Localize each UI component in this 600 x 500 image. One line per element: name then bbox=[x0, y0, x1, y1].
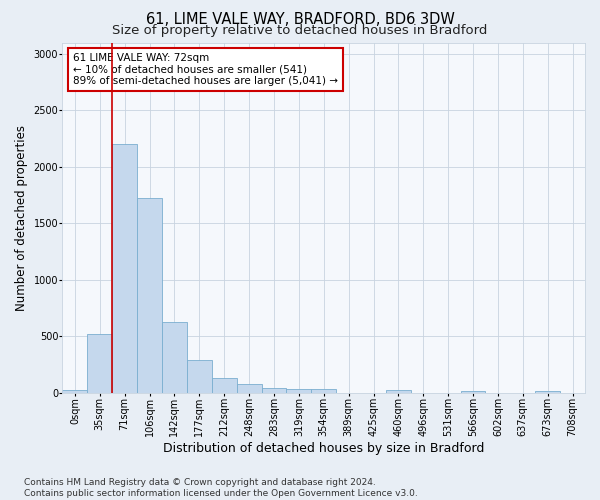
Text: Contains HM Land Registry data © Crown copyright and database right 2024.
Contai: Contains HM Land Registry data © Crown c… bbox=[24, 478, 418, 498]
Text: 61 LIME VALE WAY: 72sqm
← 10% of detached houses are smaller (541)
89% of semi-d: 61 LIME VALE WAY: 72sqm ← 10% of detache… bbox=[73, 53, 338, 86]
Bar bbox=[112, 144, 137, 393]
Bar bbox=[236, 384, 262, 393]
Y-axis label: Number of detached properties: Number of detached properties bbox=[15, 124, 28, 310]
Bar bbox=[62, 390, 88, 393]
Bar bbox=[286, 389, 311, 393]
Bar bbox=[461, 390, 485, 393]
Bar bbox=[187, 360, 212, 393]
Bar bbox=[386, 390, 411, 393]
Bar bbox=[535, 390, 560, 393]
Bar bbox=[137, 198, 162, 393]
Text: 61, LIME VALE WAY, BRADFORD, BD6 3DW: 61, LIME VALE WAY, BRADFORD, BD6 3DW bbox=[146, 12, 454, 28]
Bar bbox=[88, 334, 112, 393]
Bar bbox=[311, 389, 336, 393]
Bar bbox=[162, 322, 187, 393]
Bar bbox=[262, 388, 286, 393]
Bar bbox=[212, 378, 236, 393]
Text: Size of property relative to detached houses in Bradford: Size of property relative to detached ho… bbox=[112, 24, 488, 37]
X-axis label: Distribution of detached houses by size in Bradford: Distribution of detached houses by size … bbox=[163, 442, 484, 455]
